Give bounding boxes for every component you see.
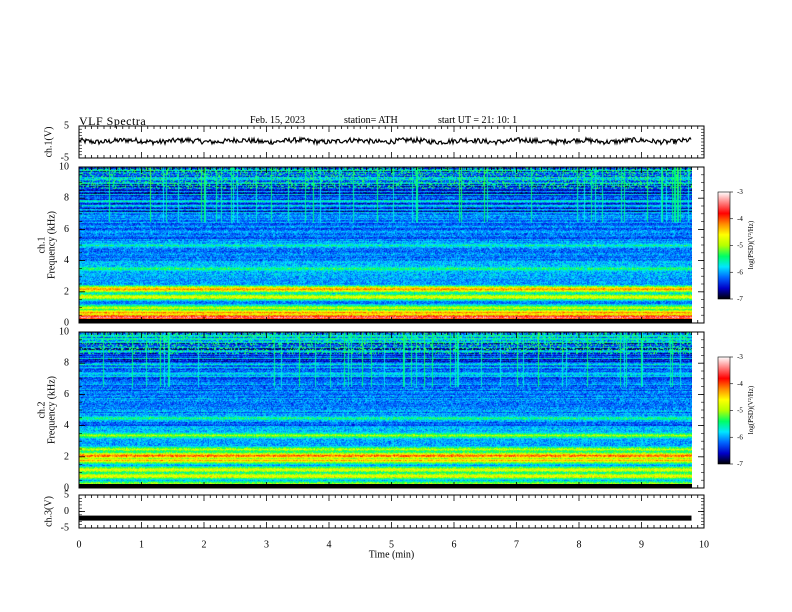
y-axis-label: Frequency (kHz) — [47, 376, 58, 444]
y-tick-label: 5 — [64, 490, 69, 501]
colorbar-tick-label: -5 — [737, 407, 743, 415]
y-tick-label: 4 — [64, 420, 69, 431]
chart-title: VLF Spectra — [79, 114, 147, 128]
colorbar-tick-label: -4 — [737, 380, 743, 388]
colorbar-tick-label: -4 — [737, 215, 743, 223]
colorbar-tick-label: -7 — [737, 295, 743, 303]
y-tick-label: 10 — [59, 327, 69, 338]
colorbar-tick-label: -3 — [737, 188, 743, 196]
colorbar-label: log(PSD)(V²/Hz) — [747, 385, 755, 434]
start-time-label: start UT = 21: 10: 1 — [438, 115, 518, 126]
ch1-spectrogram-axes — [78, 166, 705, 324]
colorbar-tick-label: -5 — [737, 242, 743, 250]
y-axis-label: ch.1 — [37, 237, 48, 254]
y-tick-label: 2 — [64, 286, 69, 297]
y-tick-label: 2 — [64, 451, 69, 462]
ch3-waveform-trace — [79, 515, 692, 521]
y-tick-label: 4 — [64, 255, 69, 266]
ch2-spectrogram-image — [79, 332, 692, 488]
colorbar-gradient — [717, 356, 731, 465]
ch1-spectrogram-image — [79, 167, 692, 323]
x-tick-label: 0 — [77, 540, 82, 551]
y-axis-label: ch.2 — [37, 402, 48, 419]
x-tick-label: 8 — [577, 540, 582, 551]
x-tick-label: 4 — [327, 540, 332, 551]
ch1-waveform-trace — [78, 135, 692, 147]
y-tick-label: 5 — [64, 121, 69, 132]
ch2-spectrogram-colorbar — [717, 356, 733, 465]
ch3-waveform — [79, 515, 692, 521]
x-tick-label: 10 — [699, 540, 709, 551]
y-tick-label: 8 — [64, 193, 69, 204]
y-tick-label: 0 — [64, 483, 69, 494]
station-label: station= ATH — [344, 115, 398, 126]
date-label: Feb. 15, 2023 — [250, 115, 305, 126]
x-tick-label: 5 — [389, 540, 394, 551]
colorbar-tick-label: -3 — [737, 353, 743, 361]
y-axis-label: ch.1(V) — [44, 127, 55, 158]
x-tick-label: 1 — [139, 540, 144, 551]
y-tick-label: 8 — [64, 358, 69, 369]
y-axis-label: Frequency (kHz) — [47, 211, 58, 279]
y-tick-label: 6 — [64, 389, 69, 400]
ch1-spectrogram — [79, 167, 692, 323]
y-tick-label: -5 — [61, 153, 69, 164]
colorbar-tick-label: -7 — [737, 460, 743, 468]
colorbar-label: log(PSD)(V²/Hz) — [747, 220, 755, 269]
x-tick-label: 3 — [264, 540, 269, 551]
y-tick-label: 6 — [64, 224, 69, 235]
y-axis-label: ch.3(V) — [44, 496, 55, 527]
ch1-waveform-axes — [78, 125, 705, 159]
colorbar-tick-label: -6 — [737, 433, 743, 441]
colorbar-tick-label: -6 — [737, 268, 743, 276]
ch1-waveform — [78, 135, 692, 147]
ch2-spectrogram-axes — [78, 331, 705, 489]
y-tick-label: -5 — [61, 523, 69, 534]
x-tick-label: 6 — [452, 540, 457, 551]
x-tick-label: 9 — [639, 540, 644, 551]
x-tick-label: 2 — [202, 540, 207, 551]
ch1-spectrogram-colorbar — [717, 191, 733, 300]
ch2-spectrogram — [79, 332, 692, 488]
y-tick-label: 10 — [59, 162, 69, 173]
colorbar-gradient — [717, 191, 731, 300]
y-tick-label: 0 — [64, 318, 69, 329]
y-tick-label: 0 — [64, 506, 69, 517]
x-axis-label: Time (min) — [369, 550, 414, 561]
x-tick-label: 7 — [514, 540, 519, 551]
ch3-waveform-axes — [78, 494, 705, 529]
